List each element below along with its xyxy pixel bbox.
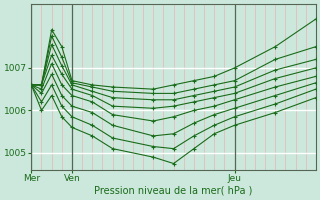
- X-axis label: Pression niveau de la mer( hPa ): Pression niveau de la mer( hPa ): [94, 186, 253, 196]
